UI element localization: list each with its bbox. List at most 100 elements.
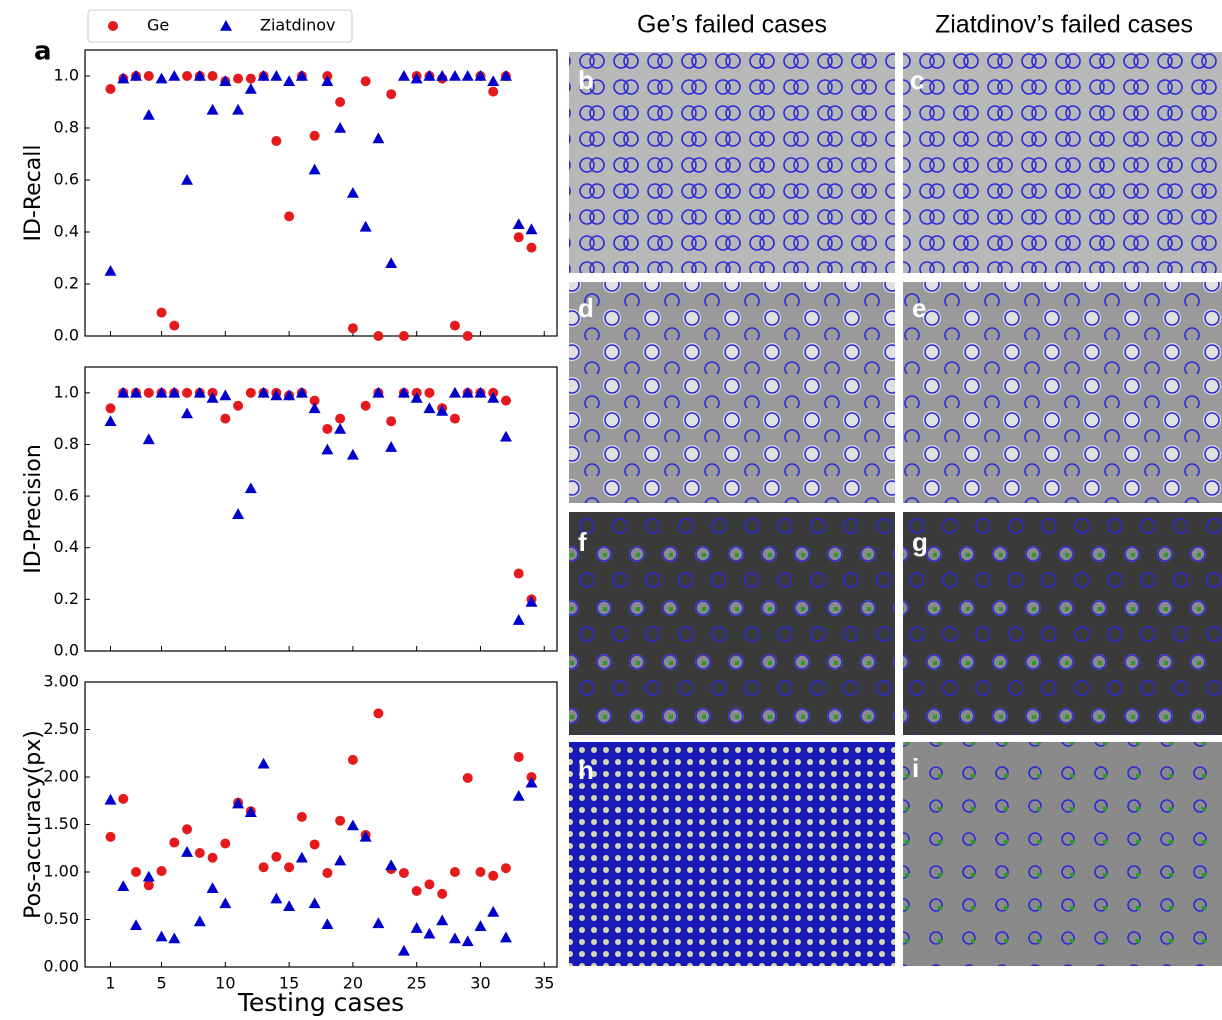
data-point (499, 931, 512, 943)
data-point (219, 389, 232, 401)
data-point (449, 320, 460, 331)
data-point (156, 866, 167, 877)
data-point (499, 430, 512, 442)
x-axis-label: Testing cases (237, 988, 404, 1017)
data-point (448, 932, 461, 944)
panel-label: f (578, 527, 587, 557)
data-point (335, 97, 346, 107)
data-point (461, 70, 474, 81)
data-point (347, 754, 358, 765)
data-point (245, 73, 256, 84)
y-tick-label: 0.8 (54, 434, 79, 453)
data-point (488, 86, 499, 97)
data-point (423, 927, 436, 939)
data-point (308, 402, 321, 414)
data-point (308, 163, 321, 175)
data-point (182, 387, 193, 398)
image-panel (903, 282, 1222, 503)
legend-marker (108, 21, 118, 31)
data-point (373, 331, 384, 341)
data-point (270, 70, 283, 81)
y-tick-label: 0.2 (54, 589, 79, 608)
data-point (308, 897, 321, 909)
data-point (424, 879, 435, 890)
axes-frame (84, 49, 558, 337)
data-point (295, 851, 308, 863)
data-point (193, 70, 206, 81)
data-point (461, 386, 474, 398)
data-point (283, 389, 296, 401)
data-point (385, 257, 398, 268)
y-axis-label: Pos-accuracy(px) (21, 730, 46, 919)
y-tick-label: 0.4 (54, 222, 79, 241)
data-point (474, 70, 487, 81)
y-tick-label: 0.2 (54, 274, 79, 293)
panel-label: i (912, 753, 919, 783)
legend-label: Ziatdinov (260, 16, 335, 35)
image-panel (903, 52, 1222, 273)
data-point (309, 130, 320, 141)
data-point (462, 772, 473, 783)
y-tick-label: 0.0 (54, 326, 79, 345)
data-point (257, 386, 270, 398)
data-point (500, 863, 511, 874)
image-panel (569, 512, 895, 735)
data-point (271, 136, 282, 146)
data-point (373, 708, 384, 719)
data-point (347, 323, 358, 334)
data-point (334, 122, 347, 133)
data-point (410, 72, 423, 84)
data-point (386, 89, 397, 100)
data-point (181, 846, 194, 857)
data-point (104, 415, 117, 427)
data-point (168, 932, 181, 944)
data-point (372, 132, 385, 144)
data-point (386, 416, 397, 427)
data-point (219, 75, 232, 86)
y-tick-label: 1.0 (54, 382, 79, 401)
data-point (233, 73, 244, 84)
data-point (462, 331, 473, 341)
x-tick-label: 30 (470, 974, 490, 993)
data-point (270, 892, 283, 904)
data-point (346, 448, 359, 460)
column-title: Ge’s failed cases (637, 11, 827, 39)
legend-marker (220, 20, 232, 31)
data-point (142, 109, 155, 120)
data-point (143, 387, 154, 398)
image-panel (569, 742, 895, 966)
data-point (512, 614, 525, 625)
data-point (271, 851, 282, 862)
data-point (117, 880, 130, 892)
y-tick-label: 2.00 (43, 767, 79, 786)
data-point (500, 395, 511, 406)
data-point (488, 870, 499, 881)
y-axis-label: ID-Precision (21, 444, 46, 574)
data-point (131, 867, 142, 877)
image-panel (569, 282, 895, 503)
data-point (321, 75, 334, 86)
data-point (448, 70, 461, 81)
data-point (346, 187, 359, 198)
panel-label: b (578, 65, 594, 95)
data-point (117, 386, 130, 398)
data-point (130, 919, 143, 930)
data-point (118, 793, 129, 804)
y-tick-label: 0.8 (54, 118, 79, 137)
data-point (360, 400, 371, 411)
data-point (513, 568, 524, 579)
data-point (335, 815, 346, 826)
panel-label: e (912, 293, 926, 323)
axes-frame (84, 366, 558, 652)
data-point (398, 867, 409, 878)
data-point (296, 811, 307, 822)
x-tick-label: 35 (534, 974, 554, 993)
data-point (513, 752, 524, 763)
data-point (295, 386, 308, 398)
data-point (193, 915, 206, 927)
data-point (143, 71, 154, 81)
data-point (257, 757, 270, 769)
data-point (474, 386, 487, 398)
data-point (193, 386, 206, 398)
data-point (155, 72, 168, 84)
